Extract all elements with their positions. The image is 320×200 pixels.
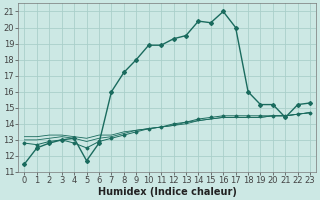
X-axis label: Humidex (Indice chaleur): Humidex (Indice chaleur)	[98, 187, 237, 197]
